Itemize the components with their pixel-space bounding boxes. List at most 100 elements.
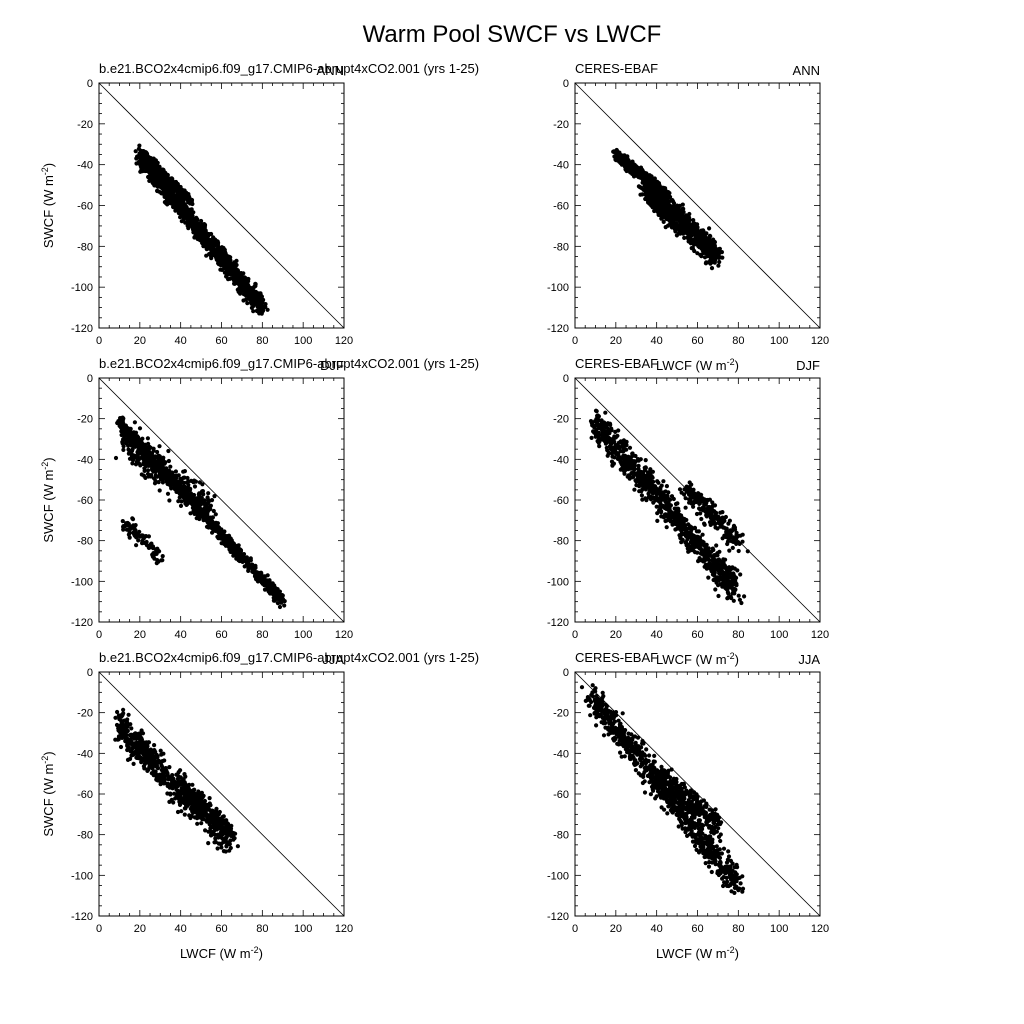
scatter-point bbox=[178, 195, 183, 200]
scatter-point bbox=[160, 189, 165, 194]
y-tick-label: -80 bbox=[553, 241, 569, 253]
scatter-point bbox=[268, 585, 273, 590]
scatter-point bbox=[184, 205, 189, 210]
scatter-point bbox=[256, 301, 261, 306]
panel-case-label: CERES-EBAF bbox=[575, 61, 658, 76]
scatter-point bbox=[264, 586, 269, 592]
y-tick-label: -80 bbox=[77, 536, 93, 548]
scatter-point bbox=[139, 472, 144, 477]
scatter-point bbox=[146, 468, 151, 473]
scatter-point bbox=[717, 259, 722, 265]
y-tick-label: -20 bbox=[77, 119, 93, 131]
scatter-point bbox=[163, 471, 168, 476]
scatter-point bbox=[254, 572, 259, 578]
scatter-point bbox=[213, 512, 218, 517]
scatter-point bbox=[137, 426, 143, 431]
scatter-point bbox=[277, 604, 283, 610]
scatter-point bbox=[168, 474, 173, 479]
scatter-point bbox=[201, 492, 206, 497]
scatter-panel-p_ann_model: 0 20 40 60 80 100 1200-20-40-60-80-100-120b.e2… bbox=[40, 61, 479, 347]
scatter-point bbox=[263, 304, 268, 310]
scatter-point bbox=[139, 451, 144, 456]
scatter-point bbox=[183, 494, 188, 499]
x-tick-label: 100 bbox=[770, 335, 788, 347]
scatter-point bbox=[258, 309, 263, 314]
scatter-point bbox=[143, 475, 148, 480]
scatter-point bbox=[619, 158, 625, 163]
scatter-point bbox=[192, 478, 197, 483]
scatter-point bbox=[124, 527, 129, 532]
scatter-point bbox=[149, 451, 154, 456]
scatter-point bbox=[133, 528, 138, 533]
scatter-point bbox=[199, 218, 204, 224]
x-tick-label: 120 bbox=[811, 335, 829, 347]
scatter-point bbox=[626, 158, 631, 163]
scatter-point bbox=[188, 199, 193, 204]
scatter-point bbox=[238, 284, 243, 289]
scatter-point bbox=[627, 163, 633, 168]
x-tick-label: 0 bbox=[572, 629, 578, 641]
scatter-point bbox=[650, 190, 655, 195]
scatter-point bbox=[653, 206, 658, 211]
scatter-point bbox=[233, 275, 238, 280]
scatter-point bbox=[692, 248, 697, 254]
scatter-point bbox=[282, 603, 287, 608]
scatter-point bbox=[133, 149, 138, 154]
scatter-point bbox=[268, 591, 273, 596]
scatter-point bbox=[171, 181, 176, 186]
scatter-point bbox=[640, 192, 645, 197]
scatter-point bbox=[153, 454, 158, 459]
x-tick-label: 40 bbox=[651, 335, 663, 347]
scatter-point bbox=[631, 162, 637, 167]
scatter-point bbox=[132, 533, 137, 538]
scatter-point bbox=[183, 220, 188, 225]
x-tick-label: 100 bbox=[294, 335, 312, 347]
scatter-point bbox=[687, 231, 692, 236]
scatter-point bbox=[655, 209, 660, 214]
scatter-point bbox=[247, 294, 252, 299]
scatter-point bbox=[213, 237, 218, 242]
y-tick-label: -20 bbox=[77, 414, 93, 426]
scatter-point bbox=[149, 172, 154, 177]
scatter-point bbox=[225, 262, 230, 267]
scatter-point bbox=[143, 445, 148, 450]
scatter-point bbox=[215, 243, 220, 248]
scatter-point bbox=[701, 228, 706, 233]
scatter-point bbox=[176, 473, 181, 478]
scatter-point bbox=[168, 481, 173, 487]
scatter-point bbox=[628, 169, 633, 174]
scatter-point bbox=[213, 521, 218, 526]
scatter-point bbox=[702, 247, 707, 252]
scatter-point bbox=[147, 455, 152, 460]
scatter-point bbox=[611, 149, 616, 154]
scatter-point bbox=[193, 503, 198, 508]
x-tick-label: 0 bbox=[572, 335, 578, 347]
scatter-point bbox=[140, 436, 145, 441]
x-tick-label: 20 bbox=[134, 629, 146, 641]
x-tick-label: 60 bbox=[215, 335, 227, 347]
scatter-point bbox=[226, 268, 231, 274]
scatter-point bbox=[702, 237, 707, 242]
scatter-point bbox=[143, 156, 148, 161]
scatter-point bbox=[170, 200, 175, 205]
scatter-point bbox=[706, 242, 711, 247]
scatter-points bbox=[113, 415, 287, 610]
scatter-point bbox=[165, 491, 171, 496]
scatter-point bbox=[179, 211, 184, 216]
scatter-point bbox=[636, 184, 642, 189]
scatter-point bbox=[708, 258, 713, 263]
scatter-point bbox=[174, 489, 179, 494]
scatter-point bbox=[121, 444, 126, 449]
scatter-point bbox=[205, 233, 210, 238]
scatter-point bbox=[181, 188, 186, 193]
scatter-point bbox=[652, 199, 657, 205]
scatter-point bbox=[248, 556, 253, 561]
scatter-point bbox=[279, 600, 284, 605]
scatter-point bbox=[660, 198, 665, 203]
scatter-point bbox=[266, 580, 271, 585]
scatter-point bbox=[664, 199, 669, 204]
scatter-point bbox=[151, 476, 157, 481]
panel-case-label: b.e21.BCO2x4cmip6.f09_g17.CMIP6-abrupt4x… bbox=[99, 356, 479, 371]
scatter-point bbox=[239, 273, 244, 278]
scatter-point bbox=[259, 305, 264, 310]
